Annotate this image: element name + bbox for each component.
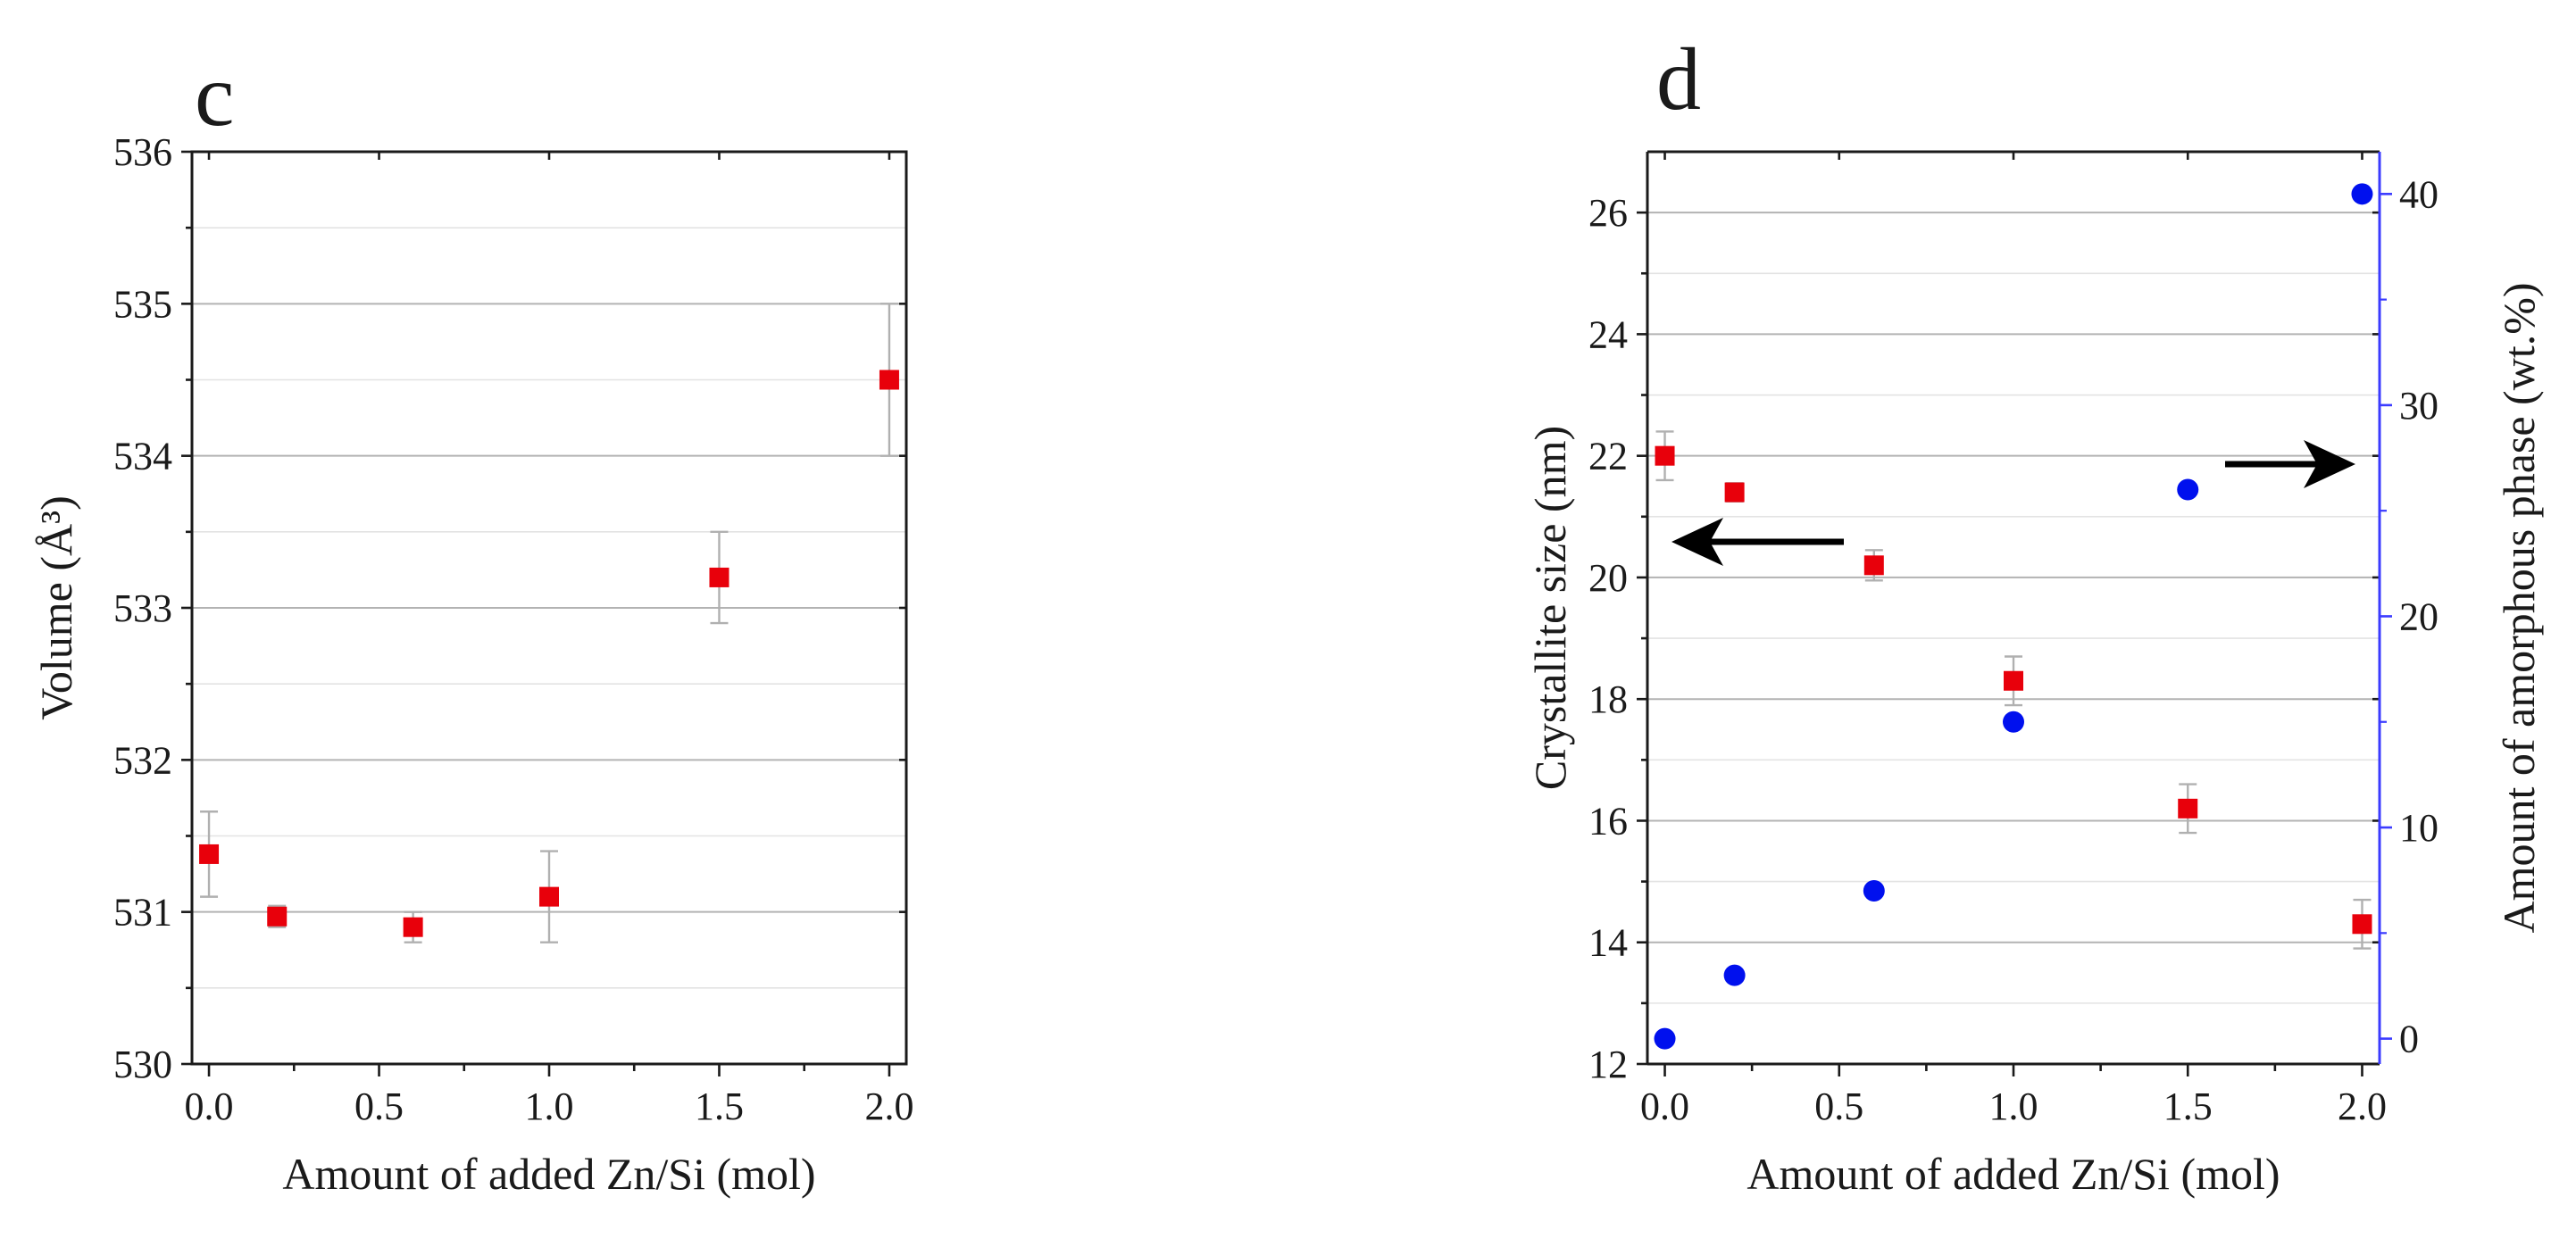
- x-tick-label: 1.0: [525, 1085, 574, 1128]
- y-tick-label: 18: [1588, 677, 1628, 721]
- x-tick-label: 0.0: [185, 1085, 234, 1128]
- left-arrow-annotation: [1671, 518, 1844, 566]
- panel-c-grid: [192, 227, 906, 989]
- data-point-square: [709, 567, 729, 587]
- x-tick-label: 1.5: [2163, 1085, 2213, 1128]
- y2-tick-label: 20: [2399, 594, 2438, 638]
- panel-c-y-axis-label: Volume (Å³): [31, 495, 81, 720]
- y2-tick-label: 10: [2399, 806, 2438, 850]
- panel-c-letter: c: [195, 46, 234, 145]
- data-point-circle: [2003, 711, 2024, 733]
- data-point-circle: [2177, 478, 2199, 501]
- data-point-square: [2178, 798, 2198, 819]
- y-tick-label: 532: [113, 738, 172, 782]
- y-tick-label: 533: [113, 586, 172, 630]
- data-point-circle: [2351, 183, 2373, 205]
- panel-c-x-axis-label: Amount of added Zn/Si (mol): [282, 1149, 815, 1199]
- y-tick-label: 536: [113, 130, 172, 174]
- data-point-square: [1724, 482, 1745, 503]
- right-arrow-annotation: [2225, 440, 2355, 488]
- panel-d-ticks: 12 14 16 18 20 22 24 26 0.0 0.5 1.0 1.5 2.0 0 10 20 30 40: [1588, 152, 2438, 1128]
- y-tick-label: 530: [113, 1043, 172, 1086]
- panel-c-plot-frame: [190, 150, 908, 1066]
- y-tick-label: 20: [1588, 556, 1628, 600]
- y-tick-label: 22: [1588, 435, 1628, 478]
- data-point-square: [1863, 555, 1884, 576]
- panel-d-y-axis-label: Crystallite size (nm): [1525, 426, 1575, 790]
- y-tick-label: 26: [1588, 191, 1628, 235]
- y-tick-label: 535: [113, 282, 172, 326]
- y-tick-label: 14: [1588, 921, 1628, 965]
- y-tick-label: 16: [1588, 799, 1628, 843]
- x-tick-label: 2.0: [864, 1085, 913, 1128]
- y-tick-label: 534: [113, 435, 172, 478]
- data-point-square: [2004, 670, 2023, 691]
- data-point-square: [1655, 445, 1675, 466]
- data-point-square: [267, 906, 288, 927]
- x-tick-label: 1.5: [695, 1085, 744, 1128]
- y-tick-label: 24: [1588, 312, 1628, 356]
- panel-d-points: [1654, 183, 2373, 1050]
- x-tick-label: 2.0: [2338, 1085, 2387, 1128]
- panel-d-y2-axis-label: Amount of amorphous phase (wt.%): [2494, 282, 2544, 933]
- data-point-square: [199, 844, 220, 864]
- data-point-circle: [1863, 880, 1885, 902]
- x-tick-label: 1.0: [1989, 1085, 2038, 1128]
- data-point-square: [539, 886, 559, 907]
- data-point-circle: [1654, 1027, 1676, 1050]
- x-tick-label: 0.5: [354, 1085, 404, 1128]
- panel-c-points: [199, 370, 899, 937]
- data-point-square: [2352, 914, 2372, 935]
- panel-d-x-axis-label: Amount of added Zn/Si (mol): [1747, 1149, 2280, 1199]
- x-tick-label: 0.5: [1814, 1085, 1863, 1128]
- data-point-square: [879, 370, 899, 390]
- data-point-circle: [1723, 964, 1746, 986]
- panel-c-ticks: 530 531 532 533 534 535 536 0.0 0.5 1.0 1.5 2.0: [113, 130, 913, 1128]
- data-point-square: [403, 917, 423, 937]
- y2-tick-label: 0: [2399, 1018, 2419, 1061]
- y-tick-label: 531: [113, 891, 172, 935]
- y-tick-label: 12: [1588, 1043, 1628, 1086]
- x-tick-label: 0.0: [1640, 1085, 1689, 1128]
- y2-tick-label: 30: [2399, 384, 2438, 428]
- panel-d-grid: [1647, 212, 2380, 1004]
- y2-tick-label: 40: [2399, 172, 2438, 216]
- panel-d-letter: d: [1656, 29, 1701, 129]
- chart-panel-d: d 12 14 16 18 20 22 24 26 0.0 0.5 1.0 1.5 2.0 0 10 20 30…: [1525, 29, 2544, 1199]
- panel-c-error-bars: [200, 303, 898, 943]
- chart-panel-c: c 530 531 532 533 534 535 536 0.0 0.5 1.0 1.5 2.0 A…: [31, 46, 913, 1199]
